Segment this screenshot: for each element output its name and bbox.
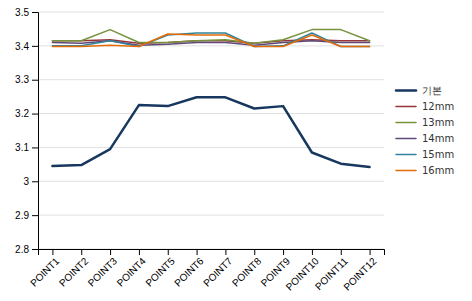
tick-label: POINT8 — [230, 255, 264, 289]
tick: POINT7 — [201, 249, 235, 289]
legend-item: 15mm — [396, 149, 454, 160]
legend-swatch — [396, 122, 416, 124]
axis-line — [32, 13, 39, 250]
tick-mark — [225, 249, 226, 255]
tick-mark — [81, 249, 82, 255]
legend-swatch — [396, 170, 416, 172]
tick-mark — [32, 12, 38, 13]
tick-label: 3.1 — [15, 142, 29, 153]
tick-label: 3 — [23, 176, 29, 187]
legend-swatch — [396, 154, 416, 156]
tick-mark — [32, 249, 38, 250]
tick: POINT6 — [172, 249, 206, 289]
tick: POINT5 — [143, 249, 177, 289]
tick: 3.3 — [15, 74, 38, 85]
tick-mark — [197, 249, 198, 255]
legend-item: 16mm — [396, 165, 454, 176]
legend-item: 13mm — [396, 117, 454, 128]
tick-mark — [110, 249, 111, 255]
series-line — [52, 97, 369, 167]
legend-label: 14mm — [422, 133, 454, 144]
tick-mark — [32, 46, 38, 47]
plot-area: 2.8 2.9 3 3.1 3.2 3.3 3.4 3.5 POINT1POINT2POINT3… — [15, 7, 384, 293]
tick-label: POINT5 — [143, 255, 177, 289]
legend-item: 14mm — [396, 133, 454, 144]
tick-mark — [139, 249, 140, 255]
tick-mark — [32, 215, 38, 216]
tick-mark — [32, 114, 38, 115]
series-line — [52, 33, 369, 47]
chart: 2.8 2.9 3 3.1 3.2 3.3 3.4 3.5 POINT1POINT2POINT3… — [0, 0, 472, 301]
tick-label: POINT7 — [201, 255, 235, 289]
tick: 3.1 — [15, 142, 38, 153]
tick-mark — [52, 249, 53, 255]
tick-label: 2.8 — [15, 244, 29, 255]
legend-swatch — [396, 89, 416, 92]
grid-line — [38, 12, 384, 13]
tick-label: POINT3 — [86, 255, 120, 289]
legend-item: 기본 — [396, 85, 442, 96]
tick-mark — [312, 249, 313, 255]
grid — [38, 12, 384, 249]
tick-mark — [32, 147, 38, 148]
tick-mark — [341, 249, 342, 255]
x-axis: POINT1POINT2POINT3POINT4POINT5POINT6POIN… — [28, 249, 384, 293]
tick-label: 3.3 — [15, 74, 29, 85]
grid-line — [38, 181, 384, 182]
tick: POINT3 — [86, 249, 120, 289]
tick: POINT4 — [115, 249, 149, 289]
legend-swatch — [396, 106, 416, 108]
y-axis: 2.8 2.9 3 3.1 3.2 3.3 3.4 3.5 — [15, 7, 38, 255]
series-line — [52, 34, 369, 47]
tick-mark — [168, 249, 169, 255]
tick: 2.8 — [15, 244, 38, 255]
tick-label: 2.9 — [15, 210, 29, 221]
tick: 3.5 — [15, 7, 38, 18]
tick: 3.2 — [15, 108, 38, 119]
tick: 2.9 — [15, 210, 38, 221]
tick: POINT1 — [28, 249, 62, 289]
tick-label: 3.5 — [15, 7, 29, 18]
tick: POINT12 — [341, 249, 379, 293]
grid-line — [38, 79, 384, 80]
tick: 3 — [23, 176, 38, 187]
legend-label: 13mm — [422, 117, 454, 128]
grid-line — [38, 147, 384, 148]
tick-mark — [254, 249, 255, 255]
legend-label: 15mm — [422, 149, 454, 160]
tick-mark — [32, 80, 38, 81]
axis-line — [39, 250, 385, 256]
tick-label: POINT12 — [341, 255, 379, 293]
grid-line — [38, 215, 384, 216]
tick-label: POINT1 — [28, 255, 62, 289]
grid-line — [38, 113, 384, 114]
tick-label: 3.2 — [15, 108, 29, 119]
series-group — [52, 30, 369, 167]
legend: 기본 12mm 13mm 14mm 15mm 16mm — [396, 85, 454, 176]
tick-mark — [283, 249, 284, 255]
tick-mark — [32, 181, 38, 182]
tick: 3.4 — [15, 41, 38, 52]
legend-label: 12mm — [422, 101, 454, 112]
tick-label: POINT6 — [172, 255, 206, 289]
legend-swatch — [396, 138, 416, 140]
legend-label: 16mm — [422, 165, 454, 176]
tick: POINT2 — [57, 249, 91, 289]
legend-item: 12mm — [396, 101, 454, 112]
tick-label: 3.4 — [15, 41, 29, 52]
tick-label: POINT2 — [57, 255, 91, 289]
legend-label: 기본 — [422, 85, 442, 96]
tick-mark — [370, 249, 371, 255]
tick-label: POINT4 — [115, 255, 149, 289]
tick: POINT8 — [230, 249, 264, 289]
